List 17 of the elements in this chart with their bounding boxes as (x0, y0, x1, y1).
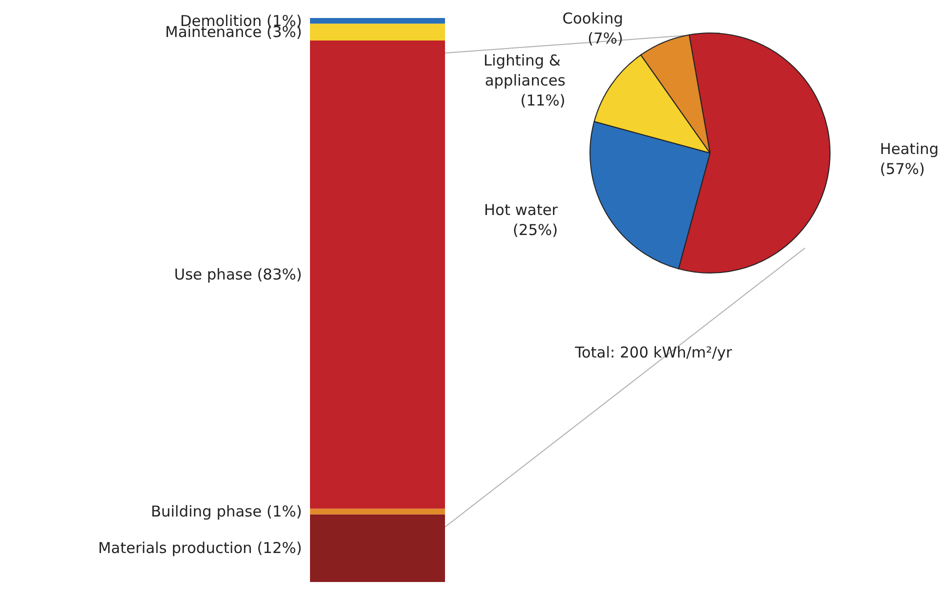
data-label: (25%) (512, 221, 558, 240)
slice-label: Cooking (562, 9, 624, 28)
bar (310, 40, 445, 509)
series-label: Materials production (12%) (98, 539, 302, 558)
bar (310, 508, 445, 514)
series-label: Building phase (1%) (150, 502, 302, 520)
data-label: (57%) (880, 160, 925, 178)
data-label: (11%) (520, 91, 566, 110)
bar (310, 514, 445, 582)
text: Total: 200 kWh/m²/yr (574, 344, 733, 362)
slice-label: Heating (880, 140, 939, 158)
data-label: (7%) (588, 29, 624, 48)
slice-label: Hot water (484, 201, 559, 220)
bar (310, 24, 445, 41)
slice-label: Lighting & appliances (484, 51, 566, 90)
bar (310, 18, 445, 24)
series-label: Use phase (83%) (174, 266, 302, 284)
